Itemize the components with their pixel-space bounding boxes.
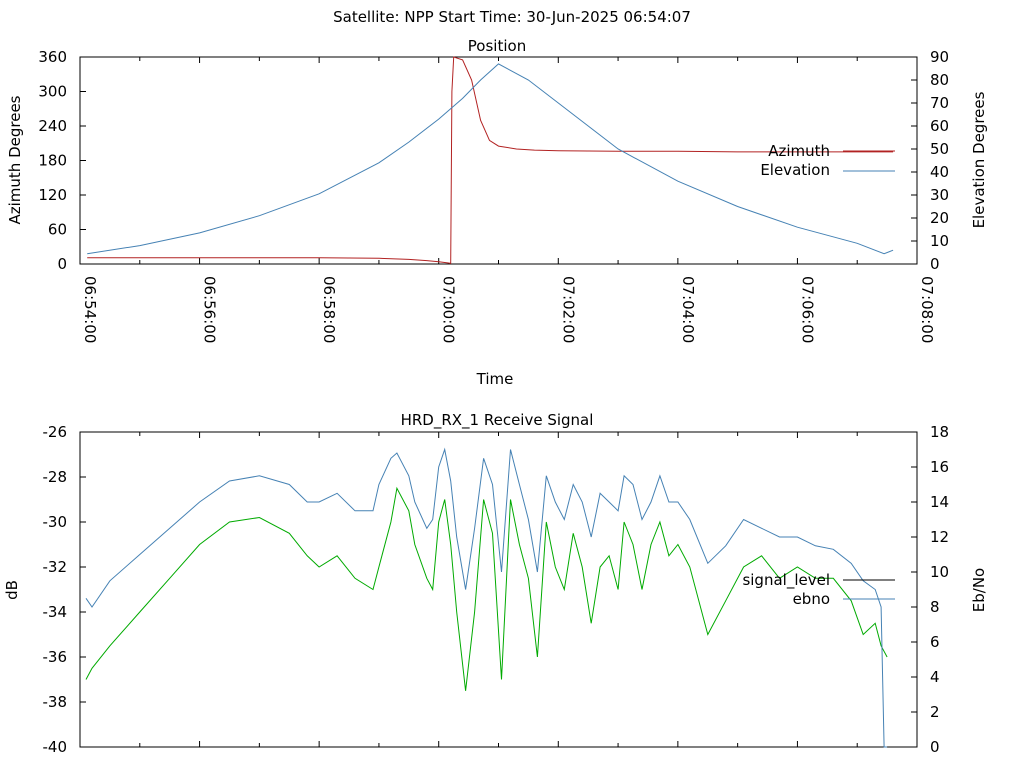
position-y-right-tick-label: 80 [930,71,949,89]
signal-y-right-tick-label: 10 [930,563,949,581]
position-x-tick-label: 07:06:00 [798,276,816,343]
signal-y-right-tick-label: 6 [930,633,940,651]
position-y-right-tick-label: 60 [930,117,949,135]
signal-y-right-tick-label: 16 [930,458,949,476]
signal-y-left-tick-label: -26 [43,423,68,441]
signal-y-left-tick-label: -32 [43,558,68,576]
signal-y-left-tick-label: -36 [43,648,68,666]
signal-legend: signal_level ebno [742,571,895,608]
signal-y-right-tick-label: 18 [930,423,949,441]
legend-elevation-label: Elevation [760,161,830,179]
position-y-right-tick-label: 50 [930,140,949,158]
signal-y-left-tick-label: -38 [43,693,68,711]
position-y-left-label: Azimuth Degrees [6,95,24,224]
figure-title: Satellite: NPP Start Time: 30-Jun-2025 0… [333,8,691,26]
position-y-right-tick-label: 20 [930,209,949,227]
signal-y-right-tick-label: 4 [930,668,940,686]
position-chart: Position 0 60 120 180 240 300 360 0 10 20 30 40 50 60… [6,37,988,388]
signal-y-left-tick-label: -28 [43,468,68,486]
position-series-azimuth-line [87,56,894,264]
position-y-left-tick-label: 120 [38,186,67,204]
position-y-left-tick-label: 60 [48,221,67,239]
position-x-tick-label: 07:02:00 [559,276,577,343]
position-y-right-tick-label: 30 [930,186,949,204]
position-x-label: Time [476,370,514,388]
signal-chart-title: HRD_RX_1 Receive Signal [401,411,594,430]
signal-series-signal-level-line [85,486,888,691]
signal-y-left-label: dB [3,580,21,600]
signal-y-right-tick-label: 14 [930,493,949,511]
signal-y-right-tick-label: 12 [930,528,949,546]
signal-series-ebno-line [85,447,888,748]
legend-ebno-label: ebno [793,590,830,608]
position-y-left-tick-label: 180 [38,152,67,170]
position-y-right-tick-label: 40 [930,163,949,181]
signal-y-right-tick-label: 0 [930,738,940,756]
position-y-left-tick-label: 0 [57,255,67,273]
position-series-elevation-line [87,63,894,255]
position-y-right-tick-label: 90 [930,48,949,66]
receive-signal-chart: HRD_RX_1 Receive Signal -40 -38 -36 -34 -32 -… [3,411,988,756]
position-x-tick-label: 07:08:00 [918,276,936,343]
legend-signal-level-label: signal_level [742,571,830,590]
position-x-tick-label: 07:00:00 [440,276,458,343]
position-y-left-tick-label: 300 [38,83,67,101]
signal-plot-frame [79,431,918,748]
position-y-right-tick-label: 70 [930,94,949,112]
position-y-left-tick-label: 240 [38,117,67,135]
signal-y-right-tick-label: 8 [930,598,940,616]
signal-y-left-tick-label: -40 [43,738,68,756]
signal-y-left-tick-label: -34 [43,603,68,621]
position-y-right-label: Elevation Degrees [970,91,988,228]
signal-y-right-label: Eb/No [970,568,988,612]
signal-y-right-tick-label: 2 [930,703,940,721]
legend-azimuth-label: Azimuth [768,142,830,160]
position-x-tick-label: 06:56:00 [201,276,219,343]
position-y-right-tick-label: 0 [930,255,940,273]
position-y-right-tick-label: 10 [930,232,949,250]
position-x-tick-label: 06:58:00 [320,276,338,343]
position-y-left-tick-label: 360 [38,48,67,66]
signal-y-left-tick-label: -30 [43,513,68,531]
position-chart-title: Position [468,37,526,55]
position-x-tick-label: 07:04:00 [679,276,697,343]
position-legend: Azimuth Elevation [760,142,895,179]
position-x-tick-label: 06:54:00 [81,276,99,343]
